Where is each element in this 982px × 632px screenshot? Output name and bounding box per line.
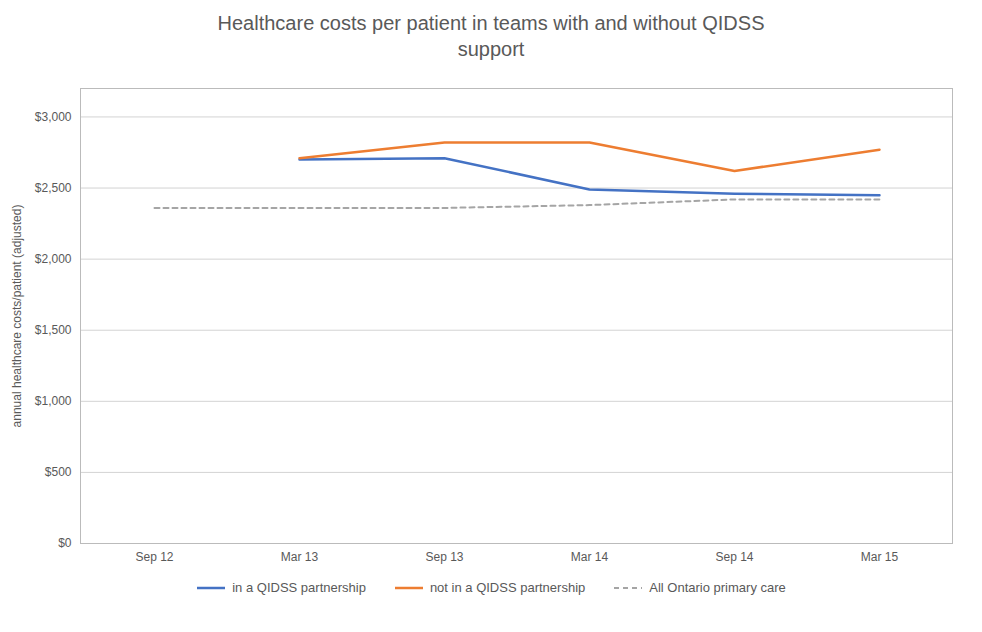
- svg-text:Mar 15: Mar 15: [861, 550, 899, 564]
- svg-text:annual healthcare costs/patien: annual healthcare costs/patient (adjuste…: [10, 205, 24, 428]
- svg-text:$500: $500: [45, 465, 72, 479]
- html-text:All Ontario primary care: All Ontario primary care: [649, 580, 786, 595]
- html-text:Healthcare costs per patient i: Healthcare costs per patient in teams wi…: [217, 12, 765, 60]
- svg-text:$0: $0: [58, 536, 72, 550]
- html-text:in a QIDSS partnership: in a QIDSS partnership: [232, 580, 366, 595]
- html-text:not in a QIDSS partnership: not in a QIDSS partnership: [429, 580, 586, 595]
- svg-text:Mar 13: Mar 13: [281, 550, 319, 564]
- svg-text:$2,000: $2,000: [35, 252, 72, 266]
- svg-text:$1,500: $1,500: [35, 323, 72, 337]
- svg-text:$3,000: $3,000: [35, 110, 72, 124]
- svg-text:$2,500: $2,500: [35, 181, 72, 195]
- svg-text:$1,000: $1,000: [35, 394, 72, 408]
- svg-text:Sep 12: Sep 12: [135, 550, 173, 564]
- svg-text:Sep 14: Sep 14: [715, 550, 753, 564]
- svg-text:Sep 13: Sep 13: [425, 550, 463, 564]
- svg-text:Mar 14: Mar 14: [571, 550, 609, 564]
